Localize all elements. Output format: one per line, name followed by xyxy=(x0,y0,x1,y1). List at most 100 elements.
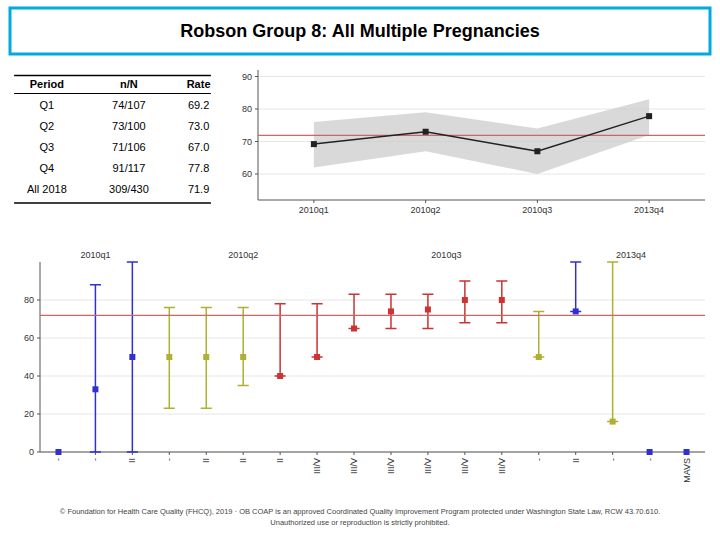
x-tick-label: III/V xyxy=(497,458,507,474)
table-cell: 309/430 xyxy=(109,183,149,195)
grid-line xyxy=(258,76,705,77)
x-tick-label: III/V xyxy=(349,458,359,474)
y-tick-label: 70 xyxy=(242,137,252,147)
table-header: Period xyxy=(30,78,64,90)
table-rule xyxy=(14,93,211,94)
x-tick-label: - xyxy=(53,458,63,461)
y-tick-label: 0 xyxy=(29,447,34,457)
group-label: 2010q2 xyxy=(228,250,258,260)
x-tick xyxy=(317,452,318,455)
group-label: 2013q4 xyxy=(616,250,646,260)
y-tick-label: 20 xyxy=(24,409,34,419)
marker xyxy=(462,297,468,303)
table-header: Rate xyxy=(187,78,211,90)
table-cell: 71/106 xyxy=(112,141,146,153)
x-tick xyxy=(427,452,428,455)
y-tick-label: 60 xyxy=(242,169,252,179)
marker xyxy=(536,354,542,360)
marker xyxy=(55,449,61,455)
error-bar xyxy=(312,304,323,357)
marker xyxy=(534,148,540,154)
reference-line xyxy=(258,135,705,136)
lower-chart: 020406080--II-IIIIIIIII/VIII/VIII/VIII/V… xyxy=(24,250,705,483)
marker xyxy=(92,386,98,392)
error-bar xyxy=(90,285,101,452)
table-cell: Q1 xyxy=(40,99,55,111)
grid-line xyxy=(258,174,705,175)
marker xyxy=(684,449,690,455)
lower-plot xyxy=(40,262,705,455)
marker xyxy=(425,307,431,313)
marker xyxy=(388,308,394,314)
x-tick xyxy=(425,200,426,203)
x-tick xyxy=(390,452,391,455)
x-tick-label: II xyxy=(201,458,211,463)
error-bar xyxy=(238,308,249,386)
x-tick-label: - xyxy=(645,458,655,461)
title: Robson Group 8: All Multiple Pregnancies xyxy=(180,21,539,41)
table-cell: Q4 xyxy=(40,162,55,174)
marker xyxy=(646,113,652,119)
ci-band xyxy=(314,99,649,174)
grid-line xyxy=(40,376,705,377)
x-tick-label: III/V xyxy=(312,458,322,474)
table-cell: All 2018 xyxy=(27,183,67,195)
x-tick-label: - xyxy=(90,458,100,461)
error-bar xyxy=(348,294,359,328)
table-rule xyxy=(14,202,211,204)
error-bar xyxy=(570,262,581,311)
line xyxy=(314,116,649,151)
marker xyxy=(314,354,320,360)
x-tick-label: 2013q4 xyxy=(634,205,664,215)
marker xyxy=(647,449,653,455)
table-cell: 91/117 xyxy=(112,162,145,174)
x-tick-label: - xyxy=(608,458,618,461)
group-label: 2010q1 xyxy=(80,250,110,260)
marker xyxy=(610,419,616,425)
x-tick xyxy=(206,452,207,455)
marker xyxy=(423,129,429,135)
y-tick-label: 40 xyxy=(24,371,34,381)
x-tick-label: 2010q1 xyxy=(299,205,329,215)
y-axis-line xyxy=(40,262,41,452)
marker xyxy=(351,326,357,332)
error-bar xyxy=(459,281,470,323)
table-cell: 77.8 xyxy=(188,162,209,174)
marker xyxy=(129,354,135,360)
x-tick-label: II xyxy=(238,458,248,463)
x-tick-label: III/V xyxy=(460,458,470,474)
x-tick-label: - xyxy=(534,458,544,461)
error-bar xyxy=(385,294,396,328)
table-cell: 71.9 xyxy=(188,183,209,195)
marker xyxy=(203,354,209,360)
table: Periodn/NRateQ174/10769.2Q273/10073.0Q37… xyxy=(14,76,211,204)
x-tick-label: II xyxy=(571,458,581,463)
x-tick-label: 2010q2 xyxy=(411,205,441,215)
x-tick xyxy=(538,452,539,455)
table-rule xyxy=(14,75,211,77)
y-tick-label: 90 xyxy=(242,72,252,82)
marker xyxy=(240,354,246,360)
title-box xyxy=(10,8,710,54)
group-label: 2010q3 xyxy=(431,250,461,260)
y-tick-label: 80 xyxy=(242,104,252,114)
x-tick xyxy=(313,200,314,203)
grid-line xyxy=(40,338,705,339)
x-tick-label: II xyxy=(275,458,285,463)
marker xyxy=(573,308,579,314)
y-tick-label: 80 xyxy=(24,295,34,305)
x-tick xyxy=(612,452,613,455)
x-tick-label: III/V xyxy=(386,458,396,474)
x-tick-label: II xyxy=(127,458,137,463)
table-cell: 73.0 xyxy=(188,120,209,132)
error-bar xyxy=(164,308,175,409)
table-cell: 74/107 xyxy=(112,99,146,111)
error-bar xyxy=(201,308,212,409)
x-tick xyxy=(354,452,355,455)
upper-chart: 607080902010q12010q22010q32013q4 xyxy=(242,70,705,215)
figure: Robson Group 8: All Multiple Pregnancies… xyxy=(0,0,720,540)
table-cell: 67.0 xyxy=(188,141,209,153)
grid-line xyxy=(40,414,705,415)
table-cell: Q2 xyxy=(40,120,55,132)
x-tick xyxy=(243,452,244,455)
